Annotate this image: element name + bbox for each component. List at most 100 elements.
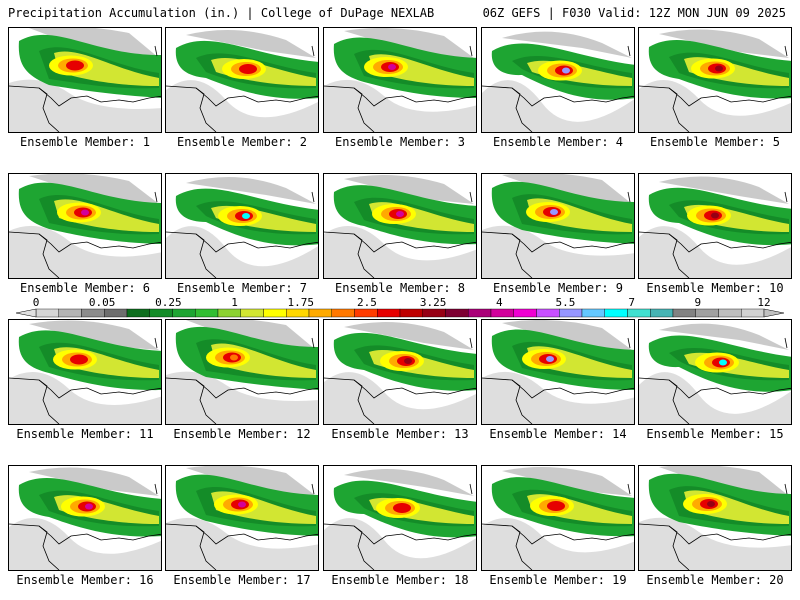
color-scale-swatch: [672, 308, 696, 318]
color-scale-tick-label: 0.05: [88, 296, 116, 309]
ensemble-map-panel: [323, 27, 477, 133]
precip-map: [639, 29, 791, 132]
color-scale-swatch: [308, 308, 332, 318]
precip-map: [482, 320, 634, 424]
color-scale-swatch: [377, 308, 401, 318]
ensemble-member-label: Ensemble Member: 6: [19, 281, 151, 295]
ensemble-member-label: Ensemble Member: 2: [176, 135, 308, 149]
color-scale-right-arrow: [763, 308, 785, 318]
ensemble-member-label: Ensemble Member: 11: [16, 427, 154, 441]
ensemble-member-label: Ensemble Member: 19: [489, 573, 627, 587]
ensemble-member-label: Ensemble Member: 1: [19, 135, 151, 149]
color-scale-swatch: [468, 308, 492, 318]
map-title: Precipitation Accumulation (in.) | Colle…: [8, 6, 435, 20]
ensemble-map-panel: [638, 465, 792, 571]
precip-map: [166, 466, 318, 570]
color-scale-swatch: [81, 308, 105, 318]
precip-map: [482, 467, 634, 570]
precip-map: [166, 177, 318, 278]
ensemble-map-panel: [638, 319, 792, 425]
ensemble-member-label: Ensemble Member: 3: [334, 135, 466, 149]
color-scale-swatch: [126, 308, 150, 318]
precip-map: [166, 30, 318, 132]
color-scale-tick-label: 3.25: [419, 296, 447, 309]
color-scale-tick-label: 4: [495, 296, 503, 309]
ensemble-member-label: Ensemble Member: 17: [173, 573, 311, 587]
precip-map: [639, 323, 791, 424]
ensemble-member-label: Ensemble Member: 5: [649, 135, 781, 149]
color-scale-swatch: [445, 308, 469, 318]
color-scale-swatch: [35, 308, 59, 318]
precip-map: [9, 174, 161, 278]
ensemble-map-panel: [481, 319, 635, 425]
color-scale-tick-label: 12: [757, 296, 771, 309]
precip-map: [9, 467, 161, 570]
color-scale-tick-label: 5.5: [555, 296, 576, 309]
color-scale-swatch: [263, 308, 287, 318]
precip-map: [9, 320, 161, 424]
ensemble-member-label: Ensemble Member: 9: [492, 281, 624, 295]
precip-map: [639, 466, 791, 570]
color-scale-swatch: [627, 308, 651, 318]
precip-map: [324, 322, 476, 424]
ensemble-map-panel: [165, 319, 319, 425]
color-scale-tick-label: 9: [694, 296, 702, 309]
ensemble-map-panel: [481, 173, 635, 279]
ensemble-map-panel: [8, 319, 162, 425]
color-scale-swatch: [217, 308, 241, 318]
ensemble-map-panel: [165, 173, 319, 279]
ensemble-map-panel: [638, 173, 792, 279]
precip-map: [324, 28, 476, 132]
precip-map: [324, 469, 476, 570]
run-info: 06Z GEFS | F030 Valid: 12Z MON JUN 09 20…: [482, 6, 786, 20]
color-scale-swatch: [695, 308, 719, 318]
ensemble-member-label: Ensemble Member: 12: [173, 427, 311, 441]
color-scale-swatch: [399, 308, 423, 318]
ensemble-member-label: Ensemble Member: 18: [331, 573, 469, 587]
ensemble-map-panel: [165, 27, 319, 133]
color-scale-tick-label: 0.25: [155, 296, 182, 309]
color-scale-swatch: [536, 308, 560, 318]
ensemble-map-panel: [481, 465, 635, 571]
ensemble-member-label: Ensemble Member: 7: [176, 281, 308, 295]
precip-map: [482, 31, 634, 132]
color-scale-tick-label: 7: [628, 296, 635, 309]
ensemble-member-label: Ensemble Member: 16: [16, 573, 154, 587]
color-scale-bar: [15, 308, 785, 318]
color-scale-swatch: [286, 308, 310, 318]
ensemble-map-panel: [323, 465, 477, 571]
ensemble-map-panel: [323, 319, 477, 425]
ensemble-map-panel: [8, 27, 162, 133]
color-scale-swatch: [172, 308, 196, 318]
ensemble-member-label: Ensemble Member: 8: [334, 281, 466, 295]
color-scale-swatch: [195, 308, 219, 318]
color-scale-swatch: [58, 308, 82, 318]
color-scale-tick-label: 2.5: [356, 296, 377, 309]
color-scale-left-arrow: [15, 308, 37, 318]
precip-map: [9, 28, 161, 132]
color-scale-swatch: [513, 308, 537, 318]
color-scale-swatch: [741, 308, 765, 318]
color-scale-swatch: [581, 308, 605, 318]
ensemble-member-label: Ensemble Member: 15: [646, 427, 784, 441]
ensemble-map-panel: [323, 173, 477, 279]
ensemble-member-label: Ensemble Member: 20: [646, 573, 784, 587]
precip-map: [482, 174, 634, 278]
ensemble-member-label: Ensemble Member: 10: [646, 281, 784, 295]
ensemble-map-panel: [8, 173, 162, 279]
ensemble-map-panel: [8, 465, 162, 571]
color-scale-swatch: [604, 308, 628, 318]
color-scale-swatch: [240, 308, 264, 318]
ensemble-member-label: Ensemble Member: 13: [331, 427, 469, 441]
color-scale-swatch: [490, 308, 514, 318]
color-scale-tick-label: 1.75: [287, 296, 314, 309]
precip-map: [639, 176, 791, 278]
ensemble-map-panel: [165, 465, 319, 571]
color-scale-swatch: [650, 308, 674, 318]
color-scale-swatch: [331, 308, 355, 318]
color-scale-swatch: [559, 308, 583, 318]
ensemble-map-panel: [638, 27, 792, 133]
color-scale-swatch: [422, 308, 446, 318]
ensemble-member-label: Ensemble Member: 4: [492, 135, 624, 149]
color-scale-tick-label: 1: [231, 296, 238, 309]
